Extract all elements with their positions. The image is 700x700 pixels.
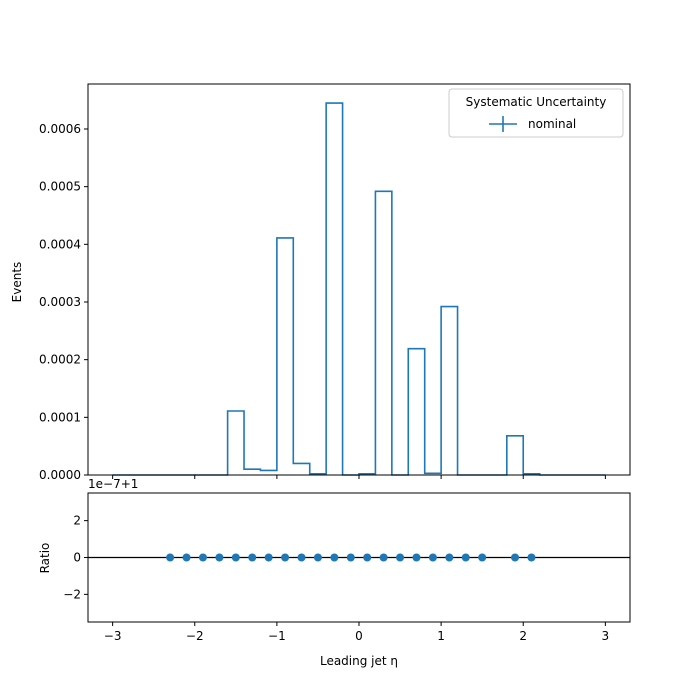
histogram-step-line-nominal — [112, 102, 606, 476]
ratio-point — [379, 553, 388, 562]
ratio-point — [231, 553, 240, 562]
ratio-x-axis: −3 −2 −1 0 1 2 3 — [104, 622, 609, 643]
ratio-x-tick-label: −3 — [104, 629, 122, 643]
ratio-point — [396, 553, 405, 562]
main-plot-area — [112, 102, 606, 476]
main-y-tick-label: 0.0001 — [39, 410, 81, 424]
ratio-y-tick-label: −2 — [63, 587, 81, 601]
main-x-axis-ticks — [112, 475, 606, 479]
ratio-point — [297, 553, 306, 562]
legend-label-nominal: nominal — [528, 117, 576, 131]
histogram-bin — [293, 463, 309, 475]
main-y-axis-label: Events — [10, 262, 24, 303]
ratio-y-tick-label: 2 — [73, 514, 81, 528]
histogram-bin — [326, 103, 342, 475]
ratio-point — [461, 553, 470, 562]
legend-title: Systematic Uncertainty — [466, 95, 607, 109]
ratio-y-axis: −2 0 2 — [63, 514, 88, 601]
ratio-point — [445, 553, 454, 562]
legend-box — [448, 88, 624, 138]
legend-marker-nominal — [489, 116, 517, 132]
ratio-y-tick-label: 0 — [73, 551, 81, 565]
main-histogram-panel: 0.0000 0.0001 0.0002 0.0003 0.0004 0.0005 0.00… — [10, 83, 631, 482]
ratio-point — [478, 553, 487, 562]
histogram-bin — [228, 411, 244, 475]
ratio-y-axis-label: Ratio — [38, 543, 52, 574]
ratio-offset-label: 1e−7+1 — [88, 477, 138, 491]
ratio-x-tick-label: 1 — [437, 629, 445, 643]
ratio-point — [198, 553, 207, 562]
ratio-x-tick-label: 0 — [355, 629, 363, 643]
ratio-point — [346, 553, 355, 562]
ratio-x-tick-label: −1 — [268, 629, 286, 643]
histogram-bin — [244, 469, 260, 475]
histogram-bin — [375, 191, 391, 475]
main-y-tick-label: 0.0004 — [39, 237, 81, 251]
ratio-point — [428, 553, 437, 562]
x-axis-label: Leading jet η — [320, 654, 398, 668]
ratio-point — [511, 553, 520, 562]
ratio-panel: −2 0 2 −3 −2 −1 0 1 2 3 1e−7+1 Ratio Leading jet… — [38, 477, 631, 668]
ratio-plot-area — [88, 553, 630, 562]
ratio-point — [166, 553, 175, 562]
ratio-point — [182, 553, 191, 562]
main-y-tick-label: 0.0005 — [39, 180, 81, 194]
ratio-x-tick-label: 3 — [602, 629, 610, 643]
ratio-x-tick-label: 2 — [519, 629, 527, 643]
ratio-x-tick-label: −2 — [186, 629, 204, 643]
ratio-point — [363, 553, 372, 562]
ratio-point — [313, 553, 322, 562]
main-y-axis: 0.0000 0.0001 0.0002 0.0003 0.0004 0.0005 0.00… — [39, 122, 88, 482]
ratio-point — [248, 553, 257, 562]
ratio-point — [527, 553, 536, 562]
main-y-tick-label: 0.0006 — [39, 122, 81, 136]
histogram-bin — [507, 436, 523, 475]
ratio-point — [215, 553, 224, 562]
main-axes-frame — [87, 83, 631, 476]
histogram-bin — [441, 307, 457, 475]
histogram-bin — [277, 238, 293, 475]
ratio-point — [264, 553, 273, 562]
histogram-bin — [408, 349, 424, 475]
legend: Systematic Uncertainty nominal — [448, 88, 624, 138]
ratio-point — [330, 553, 339, 562]
ratio-point — [412, 553, 421, 562]
ratio-point — [281, 553, 290, 562]
main-y-tick-label: 0.0002 — [39, 353, 81, 367]
main-y-tick-label: 0.0000 — [39, 468, 81, 482]
main-y-tick-label: 0.0003 — [39, 295, 81, 309]
